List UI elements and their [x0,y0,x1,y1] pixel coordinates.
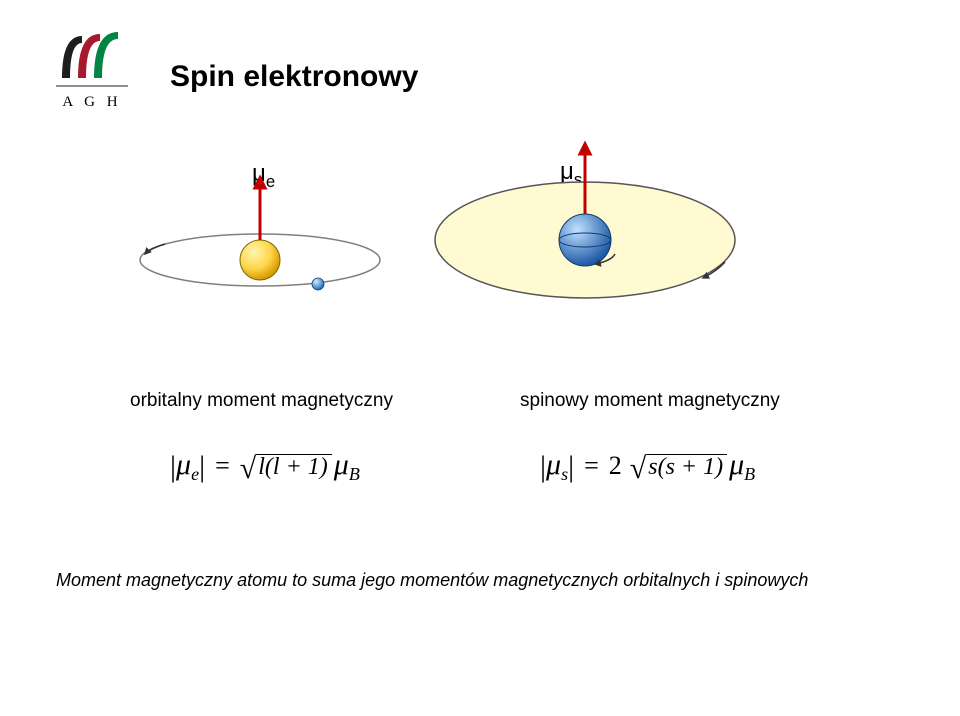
orbital-subtitle: orbitalny moment magnetyczny [130,390,393,412]
spin-diagram [405,135,765,325]
orbital-diagram [110,150,410,320]
slide-page: A G H Spin elektronowy μe μs [0,0,960,716]
orbit-electron [312,278,324,290]
orbital-formula: |μe| = √l(l + 1)μB [170,448,360,486]
spin-formula: |μs| = 2 √s(s + 1)μB [540,448,755,486]
spin-sphere [559,214,611,266]
spin-subtitle: spinowy moment magnetyczny [520,390,780,412]
orbit-direction-arrow [145,244,165,254]
agh-logo: A G H [48,28,136,118]
logo-text: A G H [62,94,121,110]
footer-text: Moment magnetyczny atomu to suma jego mo… [56,570,904,591]
nucleus [240,240,280,280]
slide-title: Spin elektronowy [170,60,418,94]
